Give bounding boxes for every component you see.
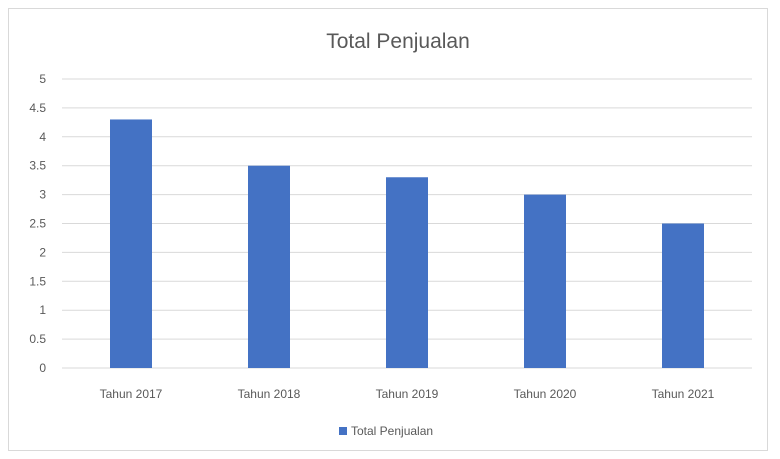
legend-swatch <box>339 427 347 435</box>
y-tick-label: 1.5 <box>29 274 46 288</box>
chart-title: Total Penjualan <box>326 30 470 53</box>
x-tick-label: Tahun 2017 <box>100 387 163 401</box>
y-tick-label: 0.5 <box>29 332 46 346</box>
x-tick-label: Tahun 2021 <box>652 387 715 401</box>
bar <box>662 223 704 368</box>
bar <box>248 165 290 368</box>
y-axis-ticks: 0 0.5 1 1.5 2 2.5 3 3.5 4 4.5 5 <box>29 72 46 375</box>
y-tick-label: 3.5 <box>29 159 46 173</box>
x-tick-label: Tahun 2019 <box>376 387 439 401</box>
y-tick-label: 4.5 <box>29 101 46 115</box>
x-axis-ticks: Tahun 2017 Tahun 2018 Tahun 2019 Tahun 2020… <box>100 387 715 401</box>
legend-label: Total Penjualan <box>351 424 433 438</box>
y-tick-label: 4 <box>39 130 46 144</box>
y-tick-label: 1 <box>39 303 46 317</box>
legend: Total Penjualan <box>339 424 433 438</box>
y-tick-label: 5 <box>39 72 46 86</box>
y-tick-label: 2.5 <box>29 217 46 231</box>
bars <box>110 119 704 369</box>
y-tick-label: 3 <box>39 188 46 202</box>
gridlines <box>62 78 752 369</box>
x-tick-label: Tahun 2020 <box>514 387 577 401</box>
bar <box>524 194 566 368</box>
bar <box>386 177 428 368</box>
bar <box>110 119 152 369</box>
y-tick-label: 2 <box>39 245 46 259</box>
x-tick-label: Tahun 2018 <box>238 387 301 401</box>
y-tick-label: 0 <box>39 361 46 375</box>
